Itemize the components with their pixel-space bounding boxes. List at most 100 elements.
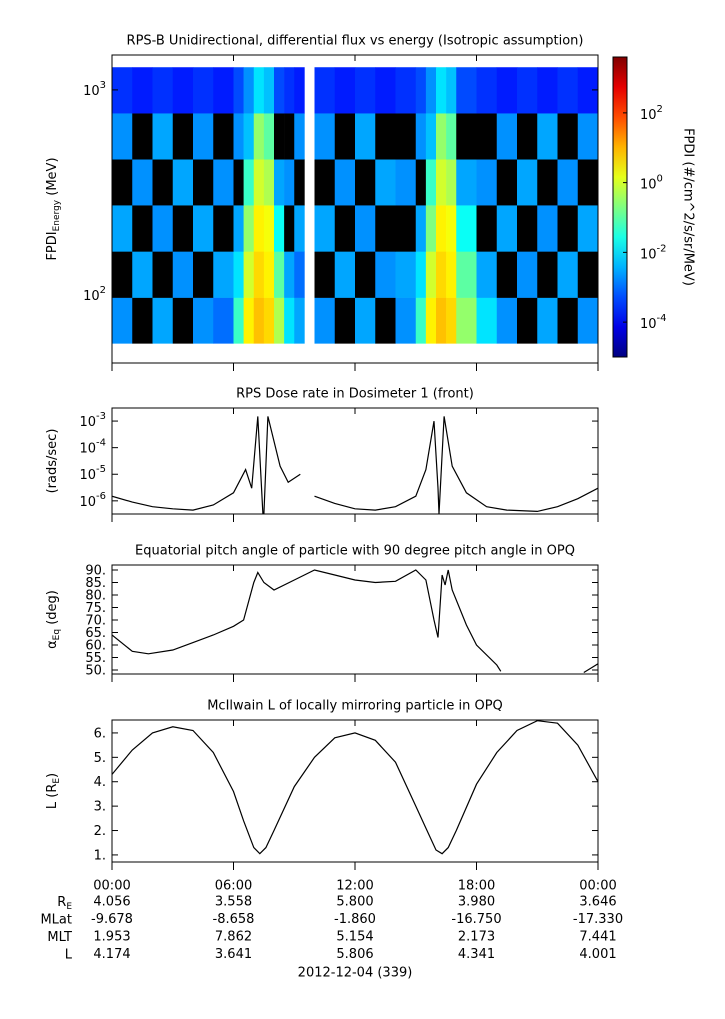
- heatmap-cell: [476, 113, 498, 160]
- y-tick-label: 102: [83, 285, 106, 304]
- ephemeris-value: 4.001: [579, 947, 616, 962]
- heatmap-cell: [517, 205, 538, 252]
- heatmap-cell: [112, 159, 133, 206]
- heatmap-cell: [284, 205, 295, 252]
- heatmap-cell: [243, 67, 255, 114]
- heatmap-cell: [425, 205, 437, 252]
- heatmap-cell: [355, 251, 376, 298]
- heatmap-cell: [436, 113, 447, 160]
- heatmap-cell: [253, 159, 265, 206]
- heatmap-cell: [446, 113, 457, 160]
- heatmap-cell: [233, 251, 244, 298]
- heatmap-cell: [172, 251, 194, 298]
- ephemeris-value: -8.658: [213, 912, 255, 927]
- heatmap-cell: [415, 159, 427, 206]
- y-axis-label-part: L (R: [45, 784, 60, 809]
- heatmap-cell: [132, 205, 153, 252]
- heatmap-cell: [132, 251, 153, 298]
- heatmap-cell: [263, 251, 275, 298]
- y-tick-label: 75.: [85, 601, 106, 616]
- heatmap-cell: [284, 251, 295, 298]
- ephemeris-label-part: L: [65, 947, 73, 962]
- heatmap-cell: [152, 159, 174, 206]
- heatmap-cell: [243, 159, 255, 206]
- heatmap-cell: [395, 297, 417, 344]
- heatmap-cell: [193, 113, 214, 160]
- heatmap-cell: [263, 113, 275, 160]
- heatmap-cell: [476, 205, 498, 252]
- heatmap-cell: [253, 297, 265, 344]
- heatmap-cell: [577, 159, 599, 206]
- heatmap-cell: [557, 67, 579, 114]
- y-axis-label-part: ): [45, 773, 60, 778]
- heatmap-cell: [537, 297, 558, 344]
- heatmap-cell: [132, 297, 153, 344]
- panel: [112, 67, 599, 344]
- heatmap-cell: [425, 159, 437, 206]
- ephemeris-label: MLat: [40, 912, 72, 927]
- data-line: [112, 720, 598, 855]
- heatmap-cell: [436, 297, 447, 344]
- ephemeris-value: 7.441: [579, 930, 616, 945]
- heatmap-cell: [233, 67, 244, 114]
- heatmap-cell: [263, 205, 275, 252]
- heatmap-cell: [334, 113, 356, 160]
- heatmap-cell: [152, 113, 174, 160]
- heatmap-cell: [112, 67, 133, 114]
- heatmap-cell: [496, 159, 518, 206]
- ephemeris-value: -16.750: [451, 912, 501, 927]
- heatmap-cell: [425, 251, 437, 298]
- heatmap-cell: [395, 67, 417, 114]
- heatmap-cell: [193, 67, 214, 114]
- heatmap-cell: [253, 251, 265, 298]
- y-tick-label: 10-6: [79, 491, 106, 510]
- heatmap-cell: [415, 297, 427, 344]
- heatmap-cell: [263, 159, 275, 206]
- heatmap-cell: [284, 113, 295, 160]
- y-tick-label: 50.: [85, 664, 106, 679]
- ephemeris-value: 7.862: [215, 930, 252, 945]
- panel-title: RPS-B Unidirectional, differential flux …: [127, 34, 584, 49]
- heatmap-cell: [496, 251, 518, 298]
- heatmap-cell: [334, 297, 356, 344]
- y-tick-label: 80.: [85, 589, 106, 604]
- y-axis-label-part: Energy: [52, 199, 62, 231]
- heatmap-cell: [456, 113, 477, 160]
- heatmap-cell: [274, 205, 285, 252]
- y-tick-label: 55.: [85, 651, 106, 666]
- ephemeris-label: MLT: [47, 930, 72, 945]
- heatmap-cell: [415, 251, 427, 298]
- heatmap-cell: [274, 113, 285, 160]
- y-axis-label-part: (rads/sec): [45, 429, 60, 494]
- ephemeris-value: -1.860: [334, 912, 376, 927]
- heatmap-cell: [152, 297, 174, 344]
- heatmap-cell: [253, 205, 265, 252]
- heatmap-cell: [274, 297, 285, 344]
- heatmap-cell: [294, 205, 305, 252]
- panel: [112, 720, 598, 855]
- heatmap-cell: [456, 67, 477, 114]
- colorbar-tick-label: 10-2: [640, 243, 667, 262]
- heatmap-cell: [112, 113, 133, 160]
- x-tick-label: 18:00: [458, 879, 495, 894]
- heatmap-cell: [334, 67, 356, 114]
- y-axis-label-part: α: [45, 640, 60, 649]
- heatmap-cell: [557, 251, 579, 298]
- y-axis-label: L (RE): [45, 773, 62, 809]
- y-axis-label: αEq (deg): [45, 590, 62, 649]
- x-tick-label: 06:00: [215, 879, 252, 894]
- heatmap-cell: [456, 205, 477, 252]
- heatmap-cell: [577, 297, 599, 344]
- heatmap-cell: [517, 297, 538, 344]
- heatmap-cell: [557, 205, 579, 252]
- heatmap-cell: [193, 205, 214, 252]
- heatmap-cell: [213, 113, 234, 160]
- ephemeris-value: -17.330: [573, 912, 623, 927]
- ephemeris-label-part: MLat: [40, 912, 72, 927]
- heatmap-cell: [425, 297, 437, 344]
- y-tick-label: 10-3: [79, 411, 106, 430]
- heatmap-cell: [446, 159, 457, 206]
- y-tick-label: 6.: [94, 726, 106, 741]
